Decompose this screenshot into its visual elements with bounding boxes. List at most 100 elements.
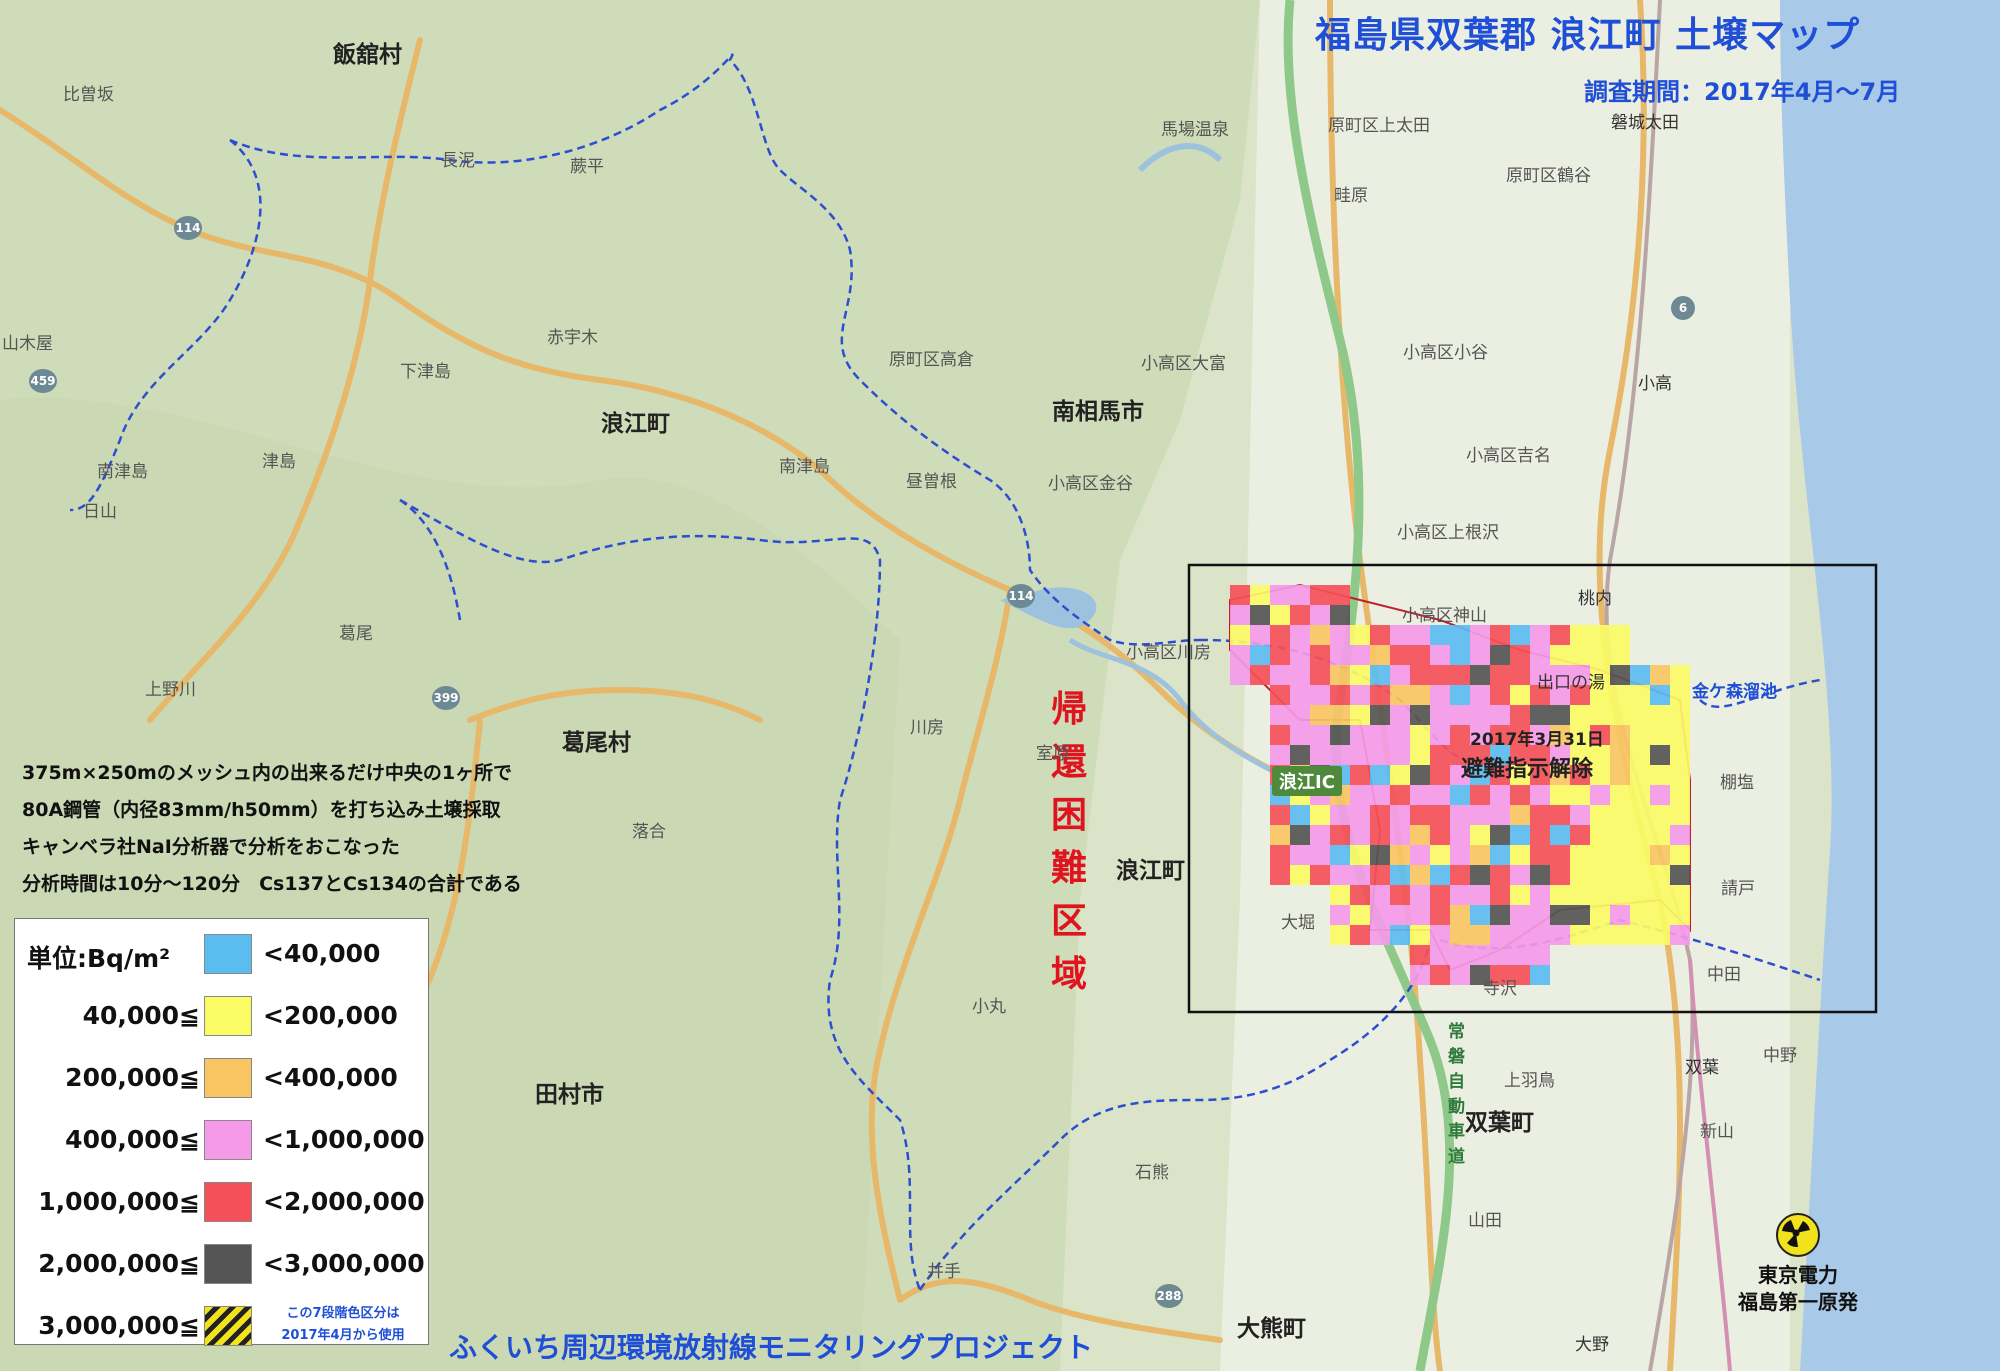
mesh-cell <box>1270 645 1290 665</box>
place-label: 中野 <box>1763 1046 1797 1066</box>
mesh-cell <box>1450 745 1470 765</box>
mesh-cell <box>1470 665 1490 685</box>
mesh-cell <box>1650 685 1670 705</box>
project-name: ふくいち周辺環境放射線モニタリングプロジェクト <box>449 1331 1094 1364</box>
legend-swatch <box>204 1182 252 1222</box>
mesh-cell <box>1470 905 1490 925</box>
mesh-cell <box>1330 885 1350 905</box>
mesh-cell <box>1590 845 1610 865</box>
legend-swatch <box>204 1244 252 1284</box>
municipality-label: 葛尾村 <box>562 730 631 756</box>
place-label: 津島 <box>262 452 296 472</box>
mesh-cell <box>1450 905 1470 925</box>
mesh-cell <box>1350 845 1370 865</box>
legend-swatch <box>204 1120 252 1160</box>
legend-row: 1,000,000≦ <2,000,000 <box>15 1179 428 1227</box>
mesh-cell <box>1430 945 1450 965</box>
mesh-cell <box>1550 805 1570 825</box>
mesh-cell <box>1450 965 1470 985</box>
mesh-cell <box>1530 785 1550 805</box>
mesh-cell <box>1270 805 1290 825</box>
zone-char: 難 <box>1050 848 1087 889</box>
mesh-cell <box>1550 725 1570 745</box>
mesh-cell <box>1390 785 1410 805</box>
mesh-cell <box>1330 725 1350 745</box>
place-label: 馬場温泉 <box>1161 120 1229 140</box>
mesh-cell <box>1490 685 1510 705</box>
mesh-cell <box>1470 925 1490 945</box>
mesh-cell <box>1470 725 1490 745</box>
mesh-cell <box>1350 665 1370 685</box>
mesh-cell <box>1650 865 1670 885</box>
legend-row: 40,000≦ <200,000 <box>15 993 428 1041</box>
mesh-cell <box>1250 625 1270 645</box>
mesh-cell <box>1570 845 1590 865</box>
place-label: 南津島 <box>97 462 148 482</box>
place-label: 上野川 <box>145 680 196 700</box>
mesh-cell <box>1630 745 1650 765</box>
mesh-cell <box>1330 865 1350 885</box>
mesh-cell <box>1610 725 1630 745</box>
place-label: 請戸 <box>1721 879 1755 899</box>
mesh-cell <box>1610 925 1630 945</box>
municipality-label: 南相馬市 <box>1052 399 1144 425</box>
mesh-cell <box>1450 645 1470 665</box>
methodology-line: 375m×250mのメッシュ内の出来るだけ中央の1ヶ所で <box>22 762 513 784</box>
place-label: 蕨平 <box>570 157 604 177</box>
mesh-cell <box>1390 745 1410 765</box>
mesh-cell <box>1310 585 1330 605</box>
expressway-char: 動 <box>1448 1097 1465 1117</box>
mesh-cell <box>1670 925 1690 945</box>
place-label: 川房 <box>910 718 944 738</box>
mesh-cell <box>1290 625 1310 645</box>
mesh-cell <box>1230 605 1250 625</box>
mesh-cell <box>1410 945 1430 965</box>
legend-from: 1,000,000≦ <box>38 1187 200 1216</box>
mesh-cell <box>1550 665 1570 685</box>
mesh-cell <box>1310 665 1330 685</box>
mesh-cell <box>1450 785 1470 805</box>
mesh-cell <box>1530 625 1550 645</box>
mesh-cell <box>1430 705 1450 725</box>
mesh-cell <box>1350 625 1370 645</box>
mesh-cell <box>1490 845 1510 865</box>
place-label: 磐城太田 <box>1611 113 1679 133</box>
mesh-cell <box>1630 885 1650 905</box>
legend-to: <40,000 <box>263 939 381 968</box>
mesh-cell <box>1590 685 1610 705</box>
mesh-cell <box>1630 765 1650 785</box>
mesh-cell <box>1330 605 1350 625</box>
mesh-cell <box>1470 765 1490 785</box>
mesh-cell <box>1670 865 1690 885</box>
mesh-cell <box>1470 785 1490 805</box>
mesh-cell <box>1410 725 1430 745</box>
mesh-cell <box>1570 785 1590 805</box>
mesh-cell <box>1410 885 1430 905</box>
place-label: 金ケ森溜池 <box>1692 682 1777 702</box>
expressway-char: 車 <box>1448 1122 1465 1142</box>
mesh-cell <box>1590 705 1610 725</box>
mesh-cell <box>1550 745 1570 765</box>
mesh-cell <box>1330 745 1350 765</box>
mesh-cell <box>1370 665 1390 685</box>
mesh-cell <box>1350 885 1370 905</box>
mesh-cell <box>1410 645 1430 665</box>
legend-swatch <box>204 996 252 1036</box>
mesh-cell <box>1510 805 1530 825</box>
mesh-cell <box>1450 825 1470 845</box>
mesh-cell <box>1370 885 1390 905</box>
mesh-cell <box>1390 905 1410 925</box>
mesh-cell <box>1610 905 1630 925</box>
mesh-cell <box>1370 925 1390 945</box>
mesh-cell <box>1610 685 1630 705</box>
mesh-cell <box>1510 745 1530 765</box>
place-label: 石熊 <box>1135 1163 1169 1183</box>
mesh-cell <box>1510 665 1530 685</box>
mesh-cell <box>1410 965 1430 985</box>
mesh-cell <box>1450 865 1470 885</box>
mesh-cell <box>1590 725 1610 745</box>
mesh-cell <box>1610 705 1630 725</box>
power-plant: 東京電力 福島第一原発 <box>1738 1213 1858 1316</box>
mesh-cell <box>1670 665 1690 685</box>
mesh-cell <box>1590 645 1610 665</box>
